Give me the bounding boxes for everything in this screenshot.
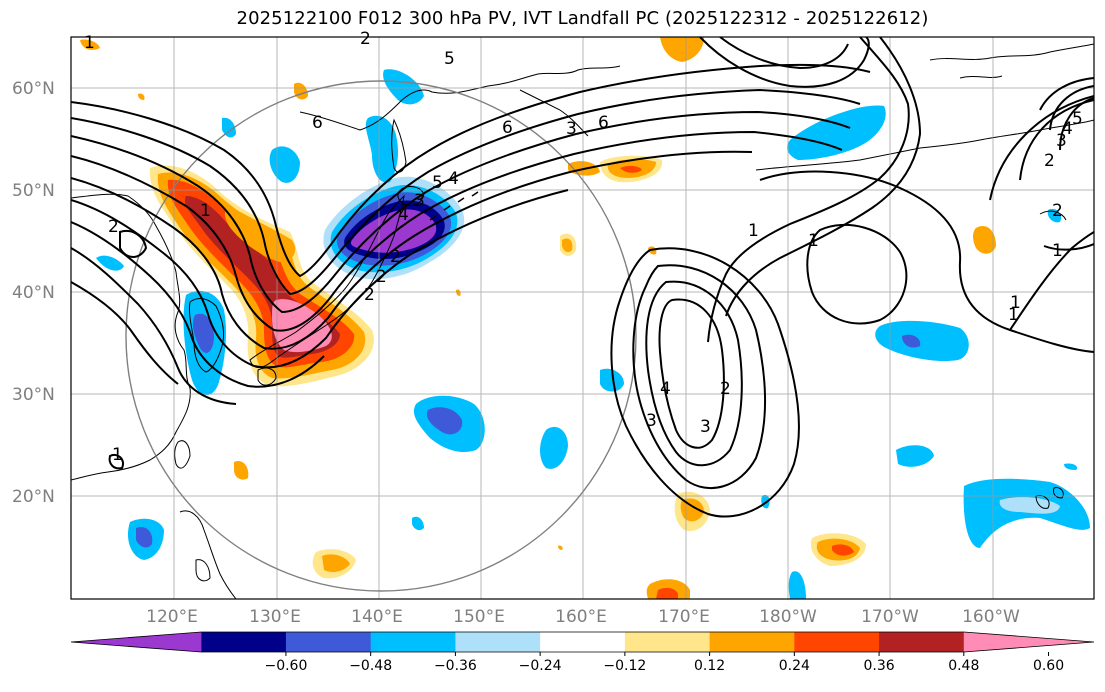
contour-label: 1	[84, 33, 95, 53]
contour-label: 2	[720, 379, 731, 399]
colorbar-extend-min	[71, 632, 202, 652]
colorbar-segment	[455, 632, 541, 652]
colorbar-tick-label: −0.36	[434, 658, 477, 674]
contour-label: 1	[1010, 293, 1021, 313]
contour-label: 2	[1044, 151, 1055, 171]
contour-label: 4	[398, 205, 409, 225]
contour-label: 4	[1062, 119, 1073, 139]
lon-label: 170°E	[658, 607, 710, 627]
landfall-radius-circle	[125, 80, 637, 592]
colorbar-tick-label: 0.12	[694, 658, 725, 674]
contour-label: 4	[448, 169, 459, 189]
contour-label: 5	[432, 173, 443, 193]
lon-label: 130°E	[249, 607, 301, 627]
latitude-labels: 60°N 50°N 40°N 30°N 20°N	[12, 79, 55, 507]
contour-label: 3	[646, 411, 657, 431]
colorbar-segment	[709, 632, 795, 652]
contour-label: 5	[1072, 109, 1083, 129]
contour-label: 1	[1008, 305, 1019, 325]
colorbar-tick-label: 0.36	[863, 658, 894, 674]
contour-label: 2	[1052, 201, 1063, 221]
contour-label: 4	[660, 379, 671, 399]
contour-label: 1	[748, 221, 759, 241]
contour-label: 6	[312, 113, 323, 133]
contour-label: 2	[390, 247, 401, 267]
contour-label: 2	[360, 29, 371, 49]
lon-label: 160°E	[555, 607, 607, 627]
pv-negative-anomalies	[96, 69, 1090, 599]
contour-label: 5	[444, 49, 455, 69]
lon-label: 170°W	[861, 607, 919, 627]
contour-label: 2	[364, 285, 375, 305]
contour-label: 1	[200, 201, 211, 221]
map-frame	[70, 36, 1095, 600]
colorbar-tick-label: 0.48	[948, 658, 979, 674]
colorbar-tick-label: −0.60	[264, 658, 307, 674]
contour-label: 3	[700, 417, 711, 437]
gridlines	[71, 37, 1094, 599]
colorbar-extend-max	[963, 632, 1094, 652]
colorbar-segment	[540, 632, 626, 652]
colorbar-tick-label: −0.12	[603, 658, 646, 674]
colorbar-tick-label: −0.48	[349, 658, 392, 674]
contour-label: 1	[1052, 241, 1063, 261]
contour-label: 6	[598, 113, 609, 133]
colorbar: −0.60 −0.48 −0.36 −0.24 −0.12 0.12 0.24 0.36 0.4…	[70, 631, 1095, 674]
lat-label: 20°N	[12, 487, 55, 507]
lon-label: 140°E	[351, 607, 403, 627]
lon-label: 180°W	[759, 607, 817, 627]
contour-label: 1	[808, 231, 819, 251]
lat-label: 50°N	[12, 181, 55, 201]
contour-labels: 5 6 6 2 1 6 5 4 3 2 1 1 1 1 2 3 4 4 3 2 …	[84, 29, 1083, 465]
colorbar-segment	[285, 632, 372, 652]
contour-label: 3	[566, 119, 577, 139]
contour-label: 2	[376, 267, 387, 287]
lat-label: 30°N	[12, 385, 55, 405]
colorbar-outline	[70, 631, 1095, 653]
colorbar-segment	[201, 632, 287, 652]
colorbar-tick-label: −0.24	[519, 658, 562, 674]
contour-label: 2	[108, 217, 119, 237]
pv-contours	[71, 37, 1094, 518]
map-title: 2025122100 F012 300 hPa PV, IVT Landfall…	[236, 8, 929, 29]
contour-label: 6	[502, 118, 513, 138]
contour-label: 3	[1056, 131, 1067, 151]
longitude-labels: 120°E 130°E 140°E 150°E 160°E 170°E 180°…	[146, 607, 1020, 627]
contour-label: 1	[112, 445, 123, 465]
contour-label: 3	[414, 191, 425, 211]
lat-label: 40°N	[12, 283, 55, 303]
lon-label: 160°W	[962, 607, 1020, 627]
colorbar-segment	[370, 632, 456, 652]
colorbar-segment	[794, 632, 880, 652]
lat-label: 60°N	[12, 79, 55, 99]
lon-label: 120°E	[146, 607, 198, 627]
colorbar-segment	[879, 632, 965, 652]
lon-label: 150°E	[453, 607, 505, 627]
colorbar-tick-label: 0.60	[1033, 658, 1064, 674]
colorbar-segment	[624, 632, 711, 652]
colorbar-tick-label: 0.24	[779, 658, 810, 674]
